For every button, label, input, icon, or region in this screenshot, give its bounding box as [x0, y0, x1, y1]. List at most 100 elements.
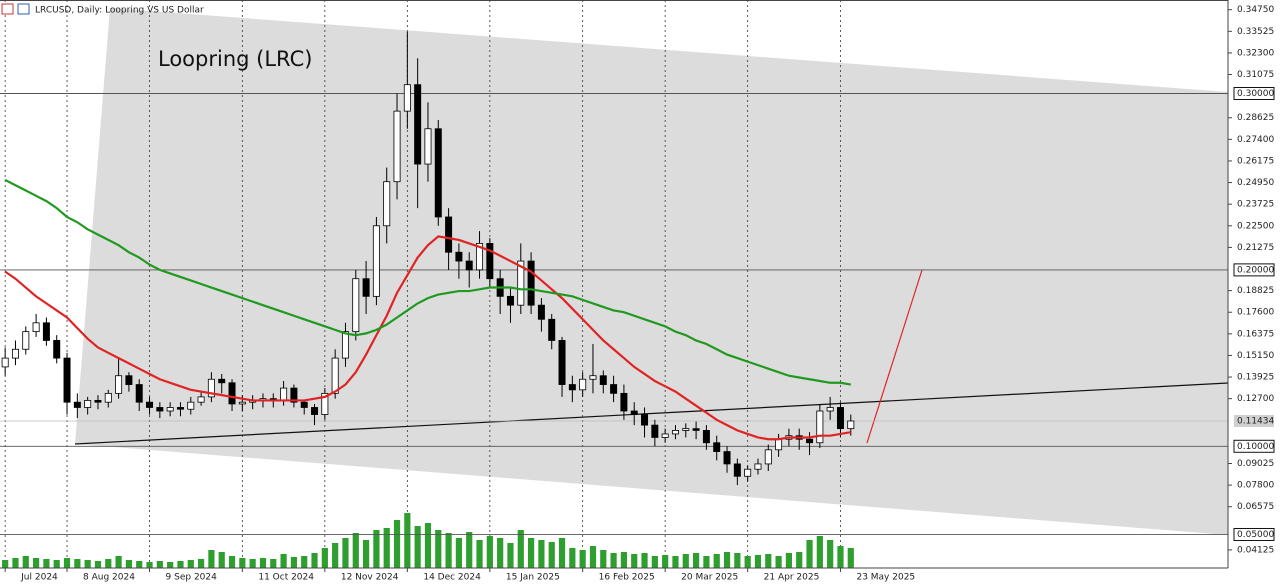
level-box [1233, 439, 1275, 453]
x-tick-label: 11 Oct 2024 [258, 573, 314, 583]
y-tick-label: 0.33525 [1237, 27, 1274, 37]
candle-body [311, 407, 319, 415]
y-tick-label: 0.17600 [1237, 308, 1274, 318]
candle-body [42, 322, 50, 341]
candle-body [702, 430, 710, 444]
volume-bar [290, 557, 297, 568]
candle-body [11, 348, 19, 359]
volume-bar [600, 550, 607, 568]
candle-body [63, 357, 71, 403]
candle-body [207, 378, 215, 398]
level-label: 0.05000 [1237, 530, 1274, 540]
volume-bar [167, 562, 174, 568]
candle-body [393, 110, 401, 183]
moving-averages [4, 178, 851, 441]
volume-bar [455, 538, 462, 568]
candle-body [682, 428, 690, 431]
volume-bar [63, 558, 71, 568]
volume-bar [342, 538, 349, 568]
candle-body [641, 414, 649, 426]
candle-body [568, 384, 576, 391]
candle-body [22, 331, 30, 350]
candle-body [537, 304, 545, 320]
volume-bar [589, 546, 597, 568]
candle-body [383, 181, 391, 227]
volume-bar [280, 554, 287, 568]
volume-bar [321, 548, 328, 568]
moving-average [4, 178, 851, 386]
candle-body [847, 420, 855, 430]
x-tick-label: 9 Sep 2024 [166, 573, 218, 583]
candle-body [579, 378, 587, 391]
volume-bar [497, 538, 504, 568]
volume-bar [404, 513, 411, 568]
candle-body [806, 438, 814, 444]
y-tick-label: 0.28625 [1237, 113, 1274, 123]
volume-bar [208, 550, 215, 568]
candle-body [527, 260, 535, 306]
candle-body [434, 128, 442, 218]
y-tick-label: 0.13925 [1237, 373, 1274, 383]
candle-body [754, 463, 762, 470]
y-tick-label: 0.24950 [1237, 178, 1274, 188]
volume-bar [693, 553, 700, 568]
volume-bar [775, 556, 782, 568]
volume-bar [332, 543, 339, 568]
volume-bar [105, 559, 112, 568]
volume-bar [136, 561, 143, 568]
x-tick-label: Jul 2024 [20, 573, 58, 583]
volume-bar [548, 542, 555, 568]
y-tick-label: 0.06575 [1237, 502, 1274, 512]
volume-bar [311, 553, 318, 568]
volume-bar [187, 560, 194, 568]
volume-bar [12, 558, 19, 568]
candle-body [506, 295, 514, 306]
level-box [1233, 527, 1275, 541]
candle-body [630, 410, 638, 415]
candle-body [32, 322, 40, 333]
volume-bar [53, 560, 60, 568]
volume-bar [259, 558, 267, 568]
volume-bar [723, 552, 731, 568]
candle-body [486, 243, 494, 280]
candle-body [661, 433, 669, 438]
projection-line [866, 269, 923, 444]
volume-bar [218, 552, 225, 568]
volume-bar [393, 520, 401, 568]
candle-body [176, 407, 184, 410]
y-tick-label: 0.22500 [1237, 221, 1274, 231]
candle-body [455, 251, 463, 262]
volume-bar [579, 550, 586, 568]
volume-bar [373, 530, 380, 568]
candle-body [723, 451, 731, 465]
candle-body [115, 375, 123, 394]
volume-bar [806, 540, 813, 568]
candle-body [187, 401, 195, 410]
y-tick-label: 0.34750 [1237, 5, 1274, 15]
x-tick-label: 8 Aug 2024 [83, 573, 135, 583]
candle-body [599, 375, 607, 385]
candle-body [125, 375, 133, 385]
volume-bar [435, 530, 442, 568]
x-tick-label: 16 Feb 2025 [599, 573, 655, 583]
volume-bar [682, 554, 689, 568]
x-tick-label: 14 Dec 2024 [423, 573, 481, 583]
candle-body [73, 401, 81, 408]
volume [2, 513, 854, 568]
axes: 0.34750 0.33525 0.32300 0.31075 0.28625 0.274… [4, 5, 1275, 583]
candle-body [816, 410, 824, 444]
volume-bar [486, 536, 493, 568]
x-tick-label: 23 May 2025 [856, 573, 915, 583]
volume-bar [827, 540, 834, 568]
annotation: Loopring (LRC) [158, 47, 312, 71]
candle-body [414, 84, 422, 165]
candle-body [445, 216, 453, 253]
candle-body [775, 438, 783, 451]
candle-body [671, 430, 679, 435]
volume-bar [177, 561, 184, 568]
level-label: 0.20000 [1237, 265, 1274, 275]
y-tick-label: 0.27400 [1237, 135, 1274, 145]
candle-body [517, 260, 525, 306]
trend-line [74, 382, 1229, 445]
candle-body [424, 128, 432, 165]
